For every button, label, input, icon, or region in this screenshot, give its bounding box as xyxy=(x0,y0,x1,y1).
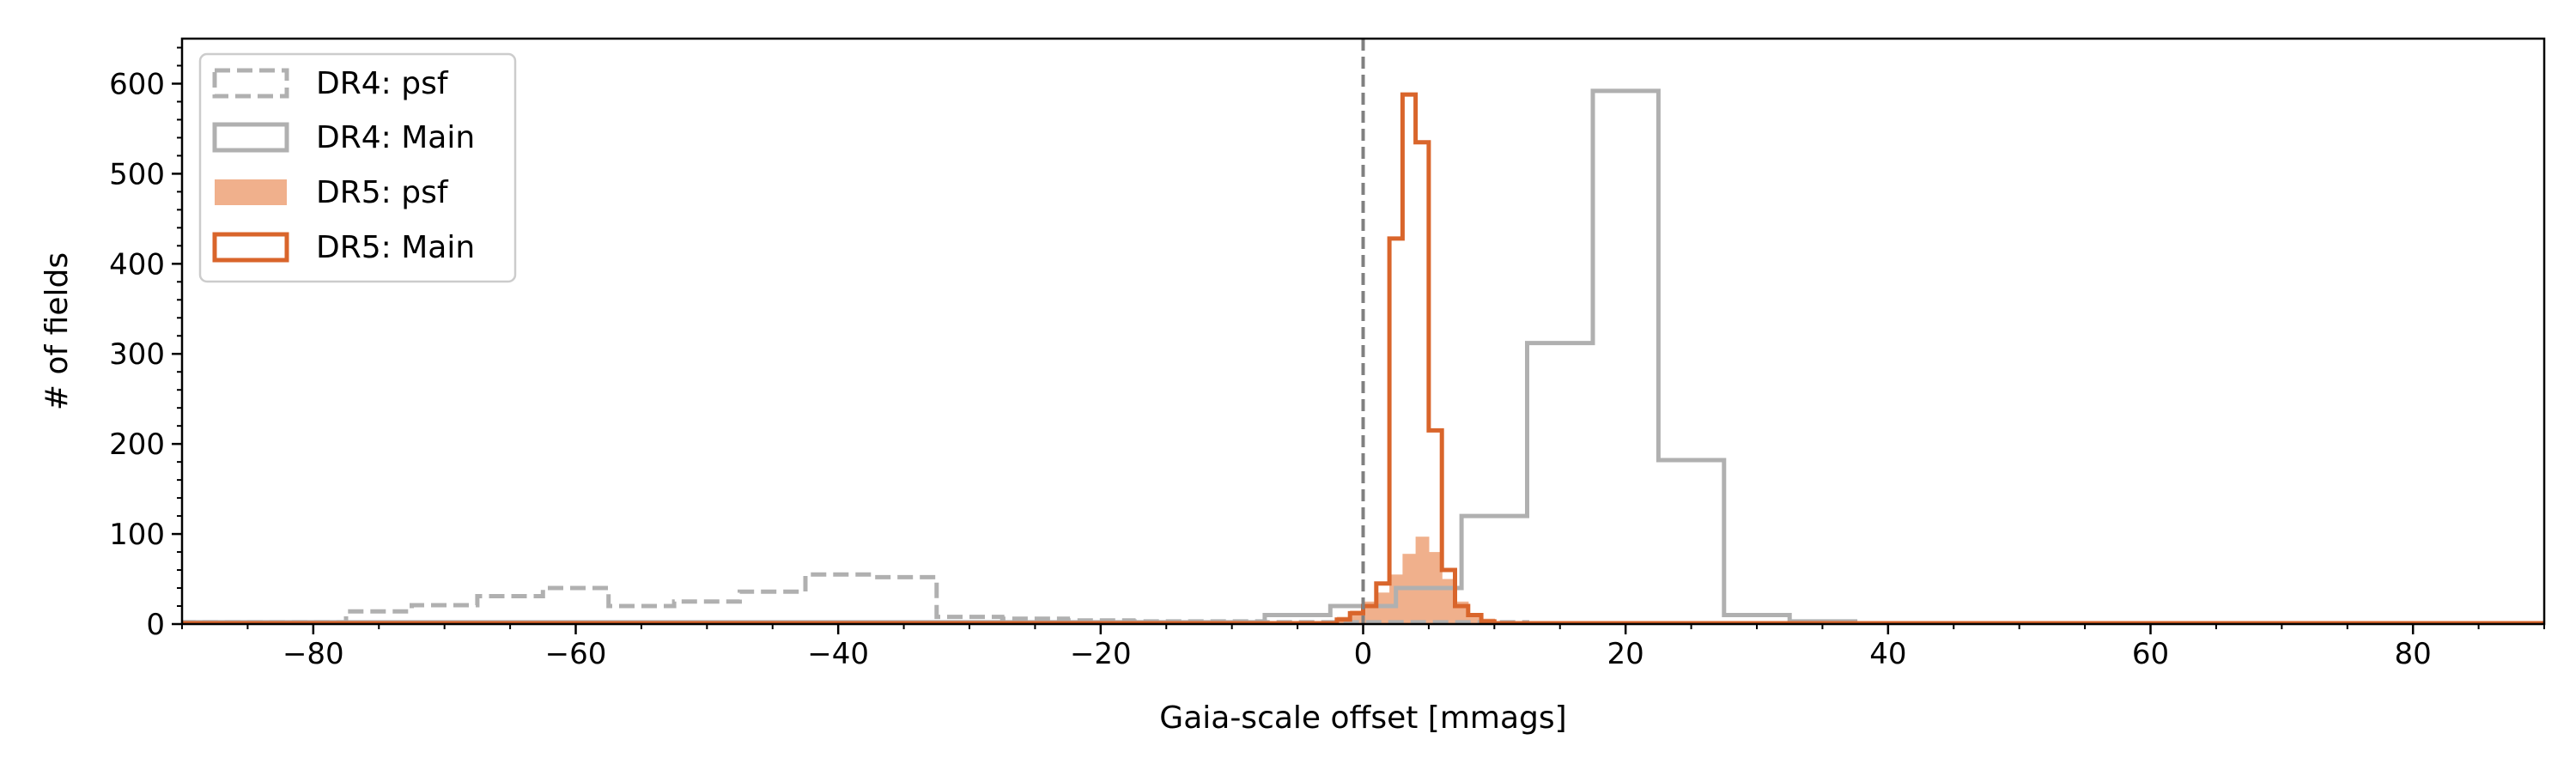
y-axis-label: # of fields xyxy=(39,252,75,410)
y-tick-label: 500 xyxy=(109,157,165,191)
x-tick-label: 60 xyxy=(2132,637,2169,671)
x-axis-label: Gaia-scale offset [mmags] xyxy=(1159,700,1566,736)
plot-area xyxy=(182,39,2544,624)
legend-label-dr5-psf: DR5: psf xyxy=(316,175,449,210)
legend-label-dr5-main: DR5: Main xyxy=(316,230,475,265)
y-tick-label: 400 xyxy=(109,247,165,282)
x-tick-label: 20 xyxy=(1607,637,1644,671)
legend-swatch-dr5-main xyxy=(212,232,289,263)
y-tick-label: 0 xyxy=(146,608,165,642)
x-tick-label: 0 xyxy=(1354,637,1373,671)
bar-dr5-psf xyxy=(1376,592,1390,624)
x-tick-label: 80 xyxy=(2395,637,2432,671)
legend-swatch-dr5-psf xyxy=(215,179,287,205)
x-tick-label: −60 xyxy=(545,637,607,671)
x-tick-label: 40 xyxy=(1869,637,1906,671)
bar-dr5-psf xyxy=(1415,537,1430,624)
y-tick-label: 600 xyxy=(109,67,165,101)
legend: DR4: psf DR4: Main DR5: psf DR5: Main xyxy=(198,52,517,283)
series-line-dr5-main xyxy=(182,92,2544,624)
legend-swatch-dr4-psf xyxy=(212,68,289,99)
legend-label-dr4-psf: DR4: psf xyxy=(316,66,449,101)
x-tick-label: −40 xyxy=(807,637,869,671)
y-tick-label: 100 xyxy=(109,518,165,552)
legend-swatch-dr4-main xyxy=(212,122,289,153)
series-layer xyxy=(182,39,2544,624)
x-tick-label: −20 xyxy=(1070,637,1132,671)
axes-layer: −80 −60 −40 −20 0 20 40 60 80 0 100 200 300 400 500 600… xyxy=(39,37,2546,736)
legend-label-dr4-main: DR4: Main xyxy=(316,120,475,155)
y-tick-label: 300 xyxy=(109,337,165,372)
x-tick-label: −80 xyxy=(283,637,344,671)
legend-box xyxy=(198,52,517,283)
y-tick-label: 200 xyxy=(109,427,165,462)
series-line-dr4-psf xyxy=(182,572,2544,624)
bar-dr5-psf xyxy=(1442,579,1456,624)
